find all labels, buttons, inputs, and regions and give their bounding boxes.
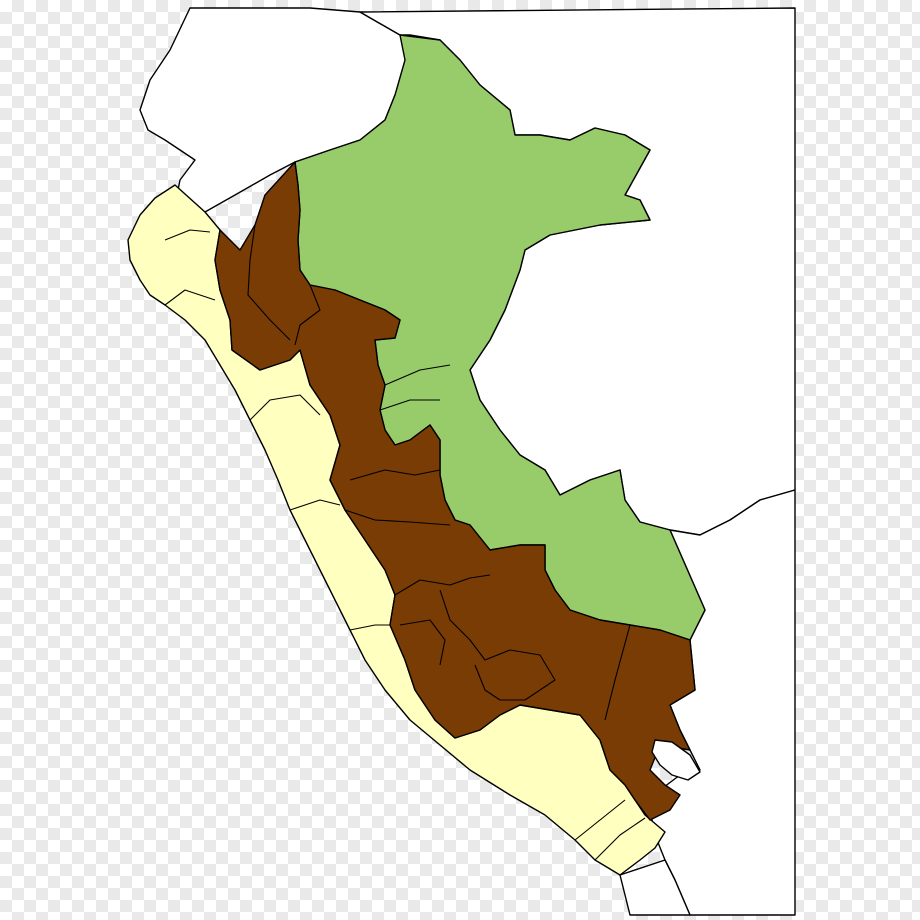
neighbor-country-south	[619, 859, 691, 916]
department-boundaries	[164, 224, 646, 861]
lake	[651, 739, 701, 781]
